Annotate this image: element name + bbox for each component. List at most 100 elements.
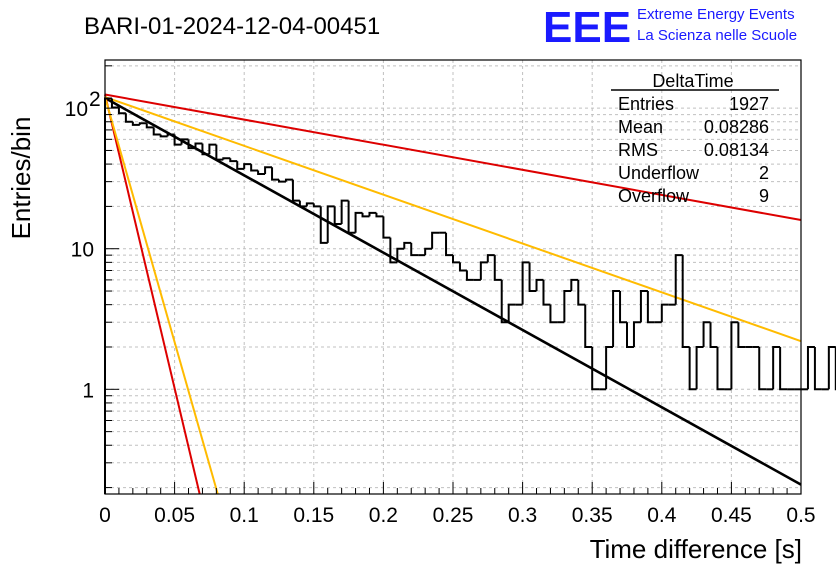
histogram-bin — [159, 134, 168, 138]
histogram-bin — [298, 200, 307, 208]
histogram-bin — [145, 123, 154, 129]
histogram-bin — [403, 241, 412, 249]
histogram-bin — [117, 107, 126, 115]
histogram-bin — [605, 345, 614, 390]
histogram-bin — [110, 98, 119, 109]
fit-line-upper-fast — [104, 94, 201, 495]
histogram-bin — [827, 345, 836, 390]
histogram-bin — [305, 202, 314, 207]
x-tick-label: 0.1 — [230, 504, 259, 527]
histogram-bin — [612, 290, 621, 347]
histogram-bin — [319, 206, 328, 244]
x-tick-label: 0.35 — [572, 504, 613, 527]
histogram-bin — [222, 157, 231, 160]
histogram-bin — [486, 254, 495, 263]
histogram-bin — [730, 321, 739, 390]
histogram-bin — [124, 113, 133, 123]
y-tick-label: 1 — [82, 379, 94, 402]
histogram-bin — [445, 232, 453, 257]
x-tick-label: 0.25 — [433, 504, 474, 527]
stats-rows: Entries 1927 Mean 0.08286 RMS 0.08134Underflo… — [618, 94, 769, 206]
histogram-bin — [507, 303, 516, 323]
histogram-bin — [813, 346, 822, 391]
stats-value: 1927 — [729, 94, 769, 114]
histogram-bin — [187, 139, 196, 150]
x-tick-label: 0.45 — [711, 504, 752, 527]
stats-label: Overflow — [618, 186, 690, 206]
stats-value: 0.08286 — [704, 117, 769, 137]
histogram-bin — [542, 279, 551, 306]
histogram-bin — [695, 345, 704, 390]
histogram-bin — [570, 278, 579, 292]
histogram-bin — [173, 134, 182, 146]
fit-line-lower-slow — [104, 96, 802, 343]
x-axis-title: Time difference [s] — [590, 534, 802, 564]
histogram-bin — [535, 278, 544, 292]
histogram-bin — [396, 247, 405, 263]
histogram-bin — [758, 346, 767, 391]
histogram-bin — [452, 255, 460, 264]
histogram-bin — [410, 242, 419, 257]
histogram-bin — [577, 279, 586, 306]
histogram-bin — [688, 346, 697, 391]
histogram-bin — [257, 170, 266, 176]
eee-logo-line1: Extreme Energy Events — [637, 6, 795, 23]
stats-value: 2 — [759, 163, 769, 183]
stats-box: DeltaTime Entries 1927 Mean 0.08286 RMS 0.081… — [611, 71, 779, 206]
histogram-bin — [278, 179, 286, 183]
stats-box-title: DeltaTime — [652, 71, 733, 91]
eee-logo-mark: EEE — [543, 3, 631, 52]
histogram-bin — [354, 211, 363, 233]
x-tick-label: 0.4 — [647, 504, 677, 527]
x-tick-label: 0.3 — [508, 504, 537, 527]
histogram-bin — [584, 304, 593, 348]
histogram-bin — [521, 261, 530, 305]
histogram-bin — [312, 203, 321, 208]
histogram-bin — [458, 262, 467, 272]
histogram-bin — [201, 143, 210, 156]
y-axis-title: Entries/bin — [6, 117, 36, 240]
histogram-bin — [674, 254, 683, 305]
histogram-bin — [646, 291, 655, 324]
histogram-bin — [236, 161, 245, 170]
histogram-bin — [709, 322, 718, 348]
histogram-bin — [340, 199, 349, 224]
x-tick-label: 0.2 — [369, 504, 398, 527]
stats-value: 9 — [759, 186, 769, 206]
histogram-bin — [772, 345, 781, 390]
histogram-bin — [493, 255, 502, 281]
histogram-bin — [138, 122, 147, 125]
histogram-bin — [361, 212, 370, 218]
histogram-bin — [326, 205, 335, 243]
histogram-bin — [737, 322, 746, 348]
histogram-bin — [806, 345, 815, 390]
histogram-bin — [131, 121, 140, 126]
eee-logo-line2: La Scienza nelle Scuole — [637, 27, 797, 44]
histogram-bin — [347, 200, 356, 234]
histogram-bin — [500, 279, 509, 324]
y-tick-label-exponent: 2 — [89, 88, 101, 111]
histogram-bin — [243, 163, 252, 169]
histogram-bin — [619, 291, 627, 324]
histogram-bin — [389, 237, 398, 264]
stats-label: RMS — [618, 140, 658, 160]
histogram-bin — [632, 321, 641, 347]
histogram-bin — [626, 322, 634, 348]
histogram-bin — [152, 127, 161, 136]
stats-value: 0.08134 — [704, 140, 769, 160]
histogram-bin — [382, 216, 391, 239]
histogram-bin — [250, 164, 259, 172]
histogram-bin — [264, 166, 273, 175]
histogram-bin — [291, 179, 300, 202]
fit-curves — [104, 93, 802, 495]
histogram-bin — [424, 247, 433, 256]
histogram-bin — [465, 270, 474, 281]
histogram-bin — [284, 178, 293, 182]
histogram-bin — [333, 206, 342, 225]
histogram-bin — [194, 142, 203, 149]
histogram-bin — [702, 321, 711, 347]
histogram-bin — [479, 261, 488, 280]
histogram-bin — [660, 303, 669, 323]
y-tick-label: 10 — [71, 239, 94, 262]
